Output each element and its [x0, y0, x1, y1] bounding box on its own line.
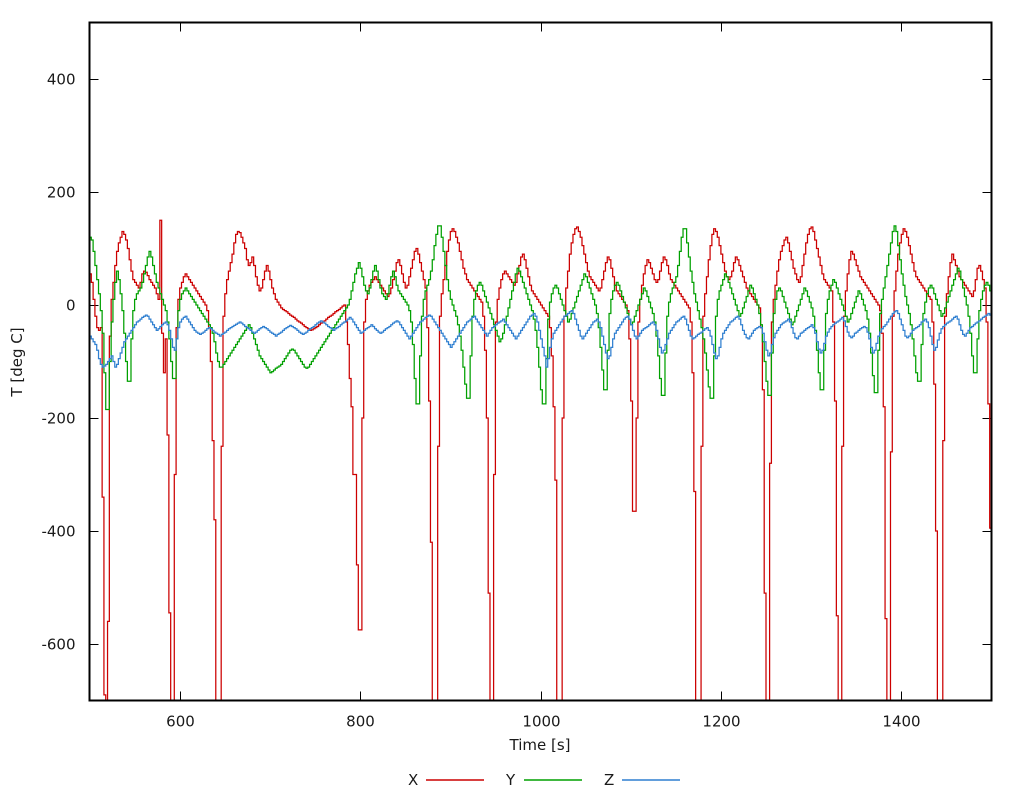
plot-border [88, 21, 993, 702]
y-tick-labels-group: 400 200 0 -200 -400 -600 [41, 71, 75, 654]
x-tick-label: 1400 [882, 713, 920, 731]
legend: X Y Z [408, 771, 680, 789]
series-line-y [89, 225, 992, 411]
y-axis-label: T [deg C] [8, 327, 26, 397]
y-tick-label: -600 [41, 636, 75, 654]
y-tick-label: 400 [47, 71, 76, 89]
y-tick-label: 0 [66, 297, 76, 315]
legend-label-z: Z [604, 771, 614, 789]
y-tick-label: -200 [41, 410, 75, 428]
series-line-z [89, 310, 992, 368]
x-axis-label: Time [s] [509, 736, 571, 754]
x-tick-labels-group: 600 800 1000 1200 1400 [166, 713, 920, 731]
data-series-group [89, 219, 992, 701]
y-tick-label: 200 [47, 184, 76, 202]
legend-label-x: X [408, 771, 418, 789]
x-tick-label: 1200 [702, 713, 740, 731]
x-tick-label: 800 [346, 713, 375, 731]
legend-label-y: Y [505, 771, 516, 789]
series-line-x [89, 219, 992, 701]
y-tick-label: -400 [41, 523, 75, 541]
tick-marks-group [89, 22, 992, 701]
x-tick-label: 600 [166, 713, 195, 731]
x-tick-label: 1000 [522, 713, 560, 731]
